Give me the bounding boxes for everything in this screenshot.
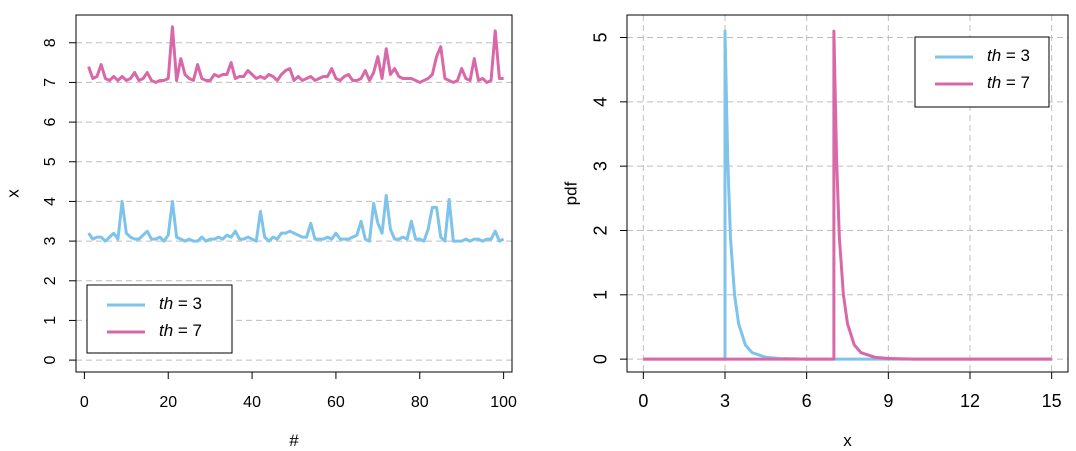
y-tick-label: 2 (42, 276, 59, 285)
y-tick-label: 0 (591, 354, 611, 364)
y-tick-label: 7 (42, 78, 59, 87)
y-axis: 0 1 2 3 4 5 6 7 8 (42, 38, 77, 365)
y-tick-label: 4 (591, 97, 611, 107)
y-tick-label: 0 (42, 356, 59, 365)
legend-label: th = 3 (159, 294, 202, 313)
x-tick-label: 100 (490, 394, 517, 411)
x-tick-label: 3 (720, 391, 730, 411)
y-axis: 0 1 2 3 4 5 (591, 33, 628, 364)
y-tick-label: 5 (42, 157, 59, 166)
legend-box (914, 36, 1050, 108)
y-tick-label: 4 (42, 197, 59, 206)
legend-box (86, 284, 233, 354)
y-tick-label: 1 (591, 290, 611, 300)
y-tick-label: 1 (42, 316, 59, 325)
y-tick-label: 3 (42, 237, 59, 246)
legend-label: th = 7 (159, 321, 202, 340)
y-tick-label: 2 (591, 225, 611, 235)
series-layer (643, 29, 1052, 361)
y-axis-label: x (3, 189, 22, 198)
x-tick-label: 40 (243, 394, 261, 411)
x-tick-label: 15 (1042, 391, 1062, 411)
x-axis: 0 3 6 9 12 15 (638, 371, 1062, 411)
timeseries-chart: 0 20 40 60 80 100 0 1 2 3 4 5 6 7 8 # x th = 3 th = 7 (3, 14, 517, 450)
y-tick-label: 3 (591, 161, 611, 171)
y-tick-label: 6 (42, 118, 59, 127)
y-tick-label: 5 (591, 33, 611, 43)
x-tick-label: 20 (159, 394, 177, 411)
x-tick-label: 9 (883, 391, 893, 411)
x-tick-label: 12 (960, 391, 980, 411)
x-tick-label: 6 (802, 391, 812, 411)
x-tick-label: 0 (80, 394, 89, 411)
series-line-2 (87, 25, 504, 84)
x-tick-label: 60 (327, 394, 345, 411)
series-line-1 (87, 193, 505, 243)
legend-label: th = 3 (987, 46, 1030, 65)
legend-label: th = 7 (987, 73, 1030, 92)
legend: th = 3 th = 7 (914, 36, 1050, 108)
series-line-2 (643, 29, 1052, 361)
x-tick-label: 0 (638, 391, 648, 411)
legend: th = 3 th = 7 (86, 284, 233, 354)
y-axis-label: pdf (561, 181, 580, 205)
y-tick-label: 8 (42, 38, 59, 47)
series-layer (87, 25, 505, 243)
x-axis-label: x (843, 431, 852, 450)
x-axis-label: # (289, 431, 299, 450)
x-axis: 0 20 40 60 80 100 (80, 371, 517, 411)
x-tick-label: 80 (411, 394, 429, 411)
